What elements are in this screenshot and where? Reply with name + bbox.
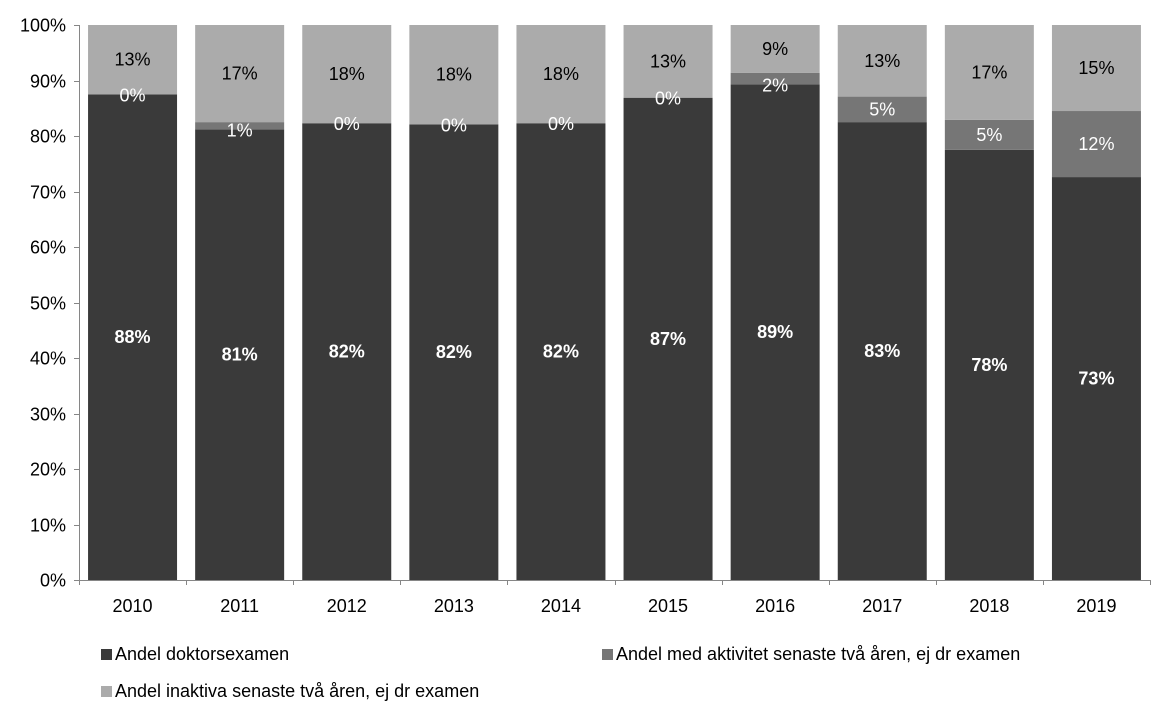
bar-segment-2010-s0: [88, 94, 178, 580]
bar-segment-2019-s1: [1051, 111, 1141, 178]
data-label-doktorsexamen-2012: 82%: [329, 342, 365, 362]
legend-swatch-inaktiva: [101, 686, 112, 697]
bar-segment-2015-s0: [623, 97, 713, 580]
legend-swatch-med-aktivitet: [602, 649, 613, 660]
data-label-inaktiva-2016: 9%: [762, 39, 788, 59]
data-label-doktorsexamen-2013: 82%: [436, 342, 472, 362]
bar-segment-2019-s2: [1051, 25, 1141, 112]
bar-segment-2013-s2: [409, 25, 499, 125]
bar-segment-2019-s0: [1051, 177, 1141, 580]
y-tick-label: 90%: [30, 72, 66, 92]
data-label-doktorsexamen-2010: 88%: [115, 327, 151, 347]
legend-item-inaktiva: Andel inaktiva senaste två åren, ej dr e…: [101, 681, 479, 702]
x-tick-label-2019: 2019: [1076, 596, 1116, 616]
bar-segment-2018-s1: [944, 119, 1034, 150]
bar-segment-2017-s2: [837, 25, 927, 97]
data-label-med-aktivitet-2013: 0%: [441, 115, 467, 135]
data-label-doktorsexamen-2018: 78%: [971, 355, 1007, 375]
bar-segment-2017-s1: [837, 96, 927, 123]
bar-segment-2016-s2: [730, 25, 820, 73]
x-tick-label-2013: 2013: [434, 596, 474, 616]
x-tick-label-2011: 2011: [220, 596, 259, 616]
bar-segment-2012-s0: [302, 123, 392, 581]
bar-segment-2010-s2: [88, 25, 178, 95]
data-label-inaktiva-2014: 18%: [543, 64, 579, 84]
legend-item-doktorsexamen: Andel doktorsexamen: [101, 644, 289, 665]
bar-segment-2018-s2: [944, 25, 1034, 120]
bar-segment-2011-s2: [195, 25, 285, 123]
y-tick-label: 30%: [30, 405, 66, 425]
data-label-med-aktivitet-2016: 2%: [762, 75, 788, 95]
x-tick-label-2015: 2015: [648, 596, 688, 616]
data-label-med-aktivitet-2017: 5%: [869, 99, 895, 119]
data-label-inaktiva-2013: 18%: [436, 65, 472, 85]
bar-segment-2011-s1: [195, 122, 285, 130]
bar-segment-2011-s0: [195, 129, 285, 580]
data-label-med-aktivitet-2019: 12%: [1078, 134, 1114, 154]
legend-item-med-aktivitet: Andel med aktivitet senaste två åren, ej…: [602, 644, 1020, 665]
y-axis: 0% 10% 20% 30% 40% 50% 60% 70% 80% 90% 100%: [20, 16, 80, 591]
x-tick-label-2017: 2017: [862, 596, 902, 616]
data-label-doktorsexamen-2014: 82%: [543, 342, 579, 362]
x-tick-label-2014: 2014: [541, 596, 581, 616]
bar-segment-2017-s0: [837, 122, 927, 580]
bar-segment-2012-s2: [302, 25, 392, 124]
y-tick-label: 40%: [30, 349, 66, 369]
y-tick-label: 80%: [30, 127, 66, 147]
data-label-med-aktivitet-2012: 0%: [334, 114, 360, 134]
bar-segment-2013-s0: [409, 124, 499, 580]
data-label-doktorsexamen-2019: 73%: [1078, 369, 1114, 389]
data-label-inaktiva-2017: 13%: [864, 51, 900, 71]
data-label-med-aktivitet-2010: 0%: [120, 85, 146, 105]
x-tick-label-2012: 2012: [327, 596, 367, 616]
y-tick-label: 50%: [30, 294, 66, 314]
data-label-med-aktivitet-2015: 0%: [655, 89, 681, 109]
data-label-inaktiva-2011: 17%: [222, 64, 258, 84]
y-tick-label: 20%: [30, 460, 66, 480]
legend-label-med-aktivitet: Andel med aktivitet senaste två åren, ej…: [616, 644, 1021, 664]
data-label-inaktiva-2012: 18%: [329, 64, 365, 84]
stacked-bar-chart: 0% 10% 20% 30% 40% 50% 60% 70% 80% 90% 100% 88% 0% 1…: [20, 16, 1151, 616]
x-tick-label-2018: 2018: [969, 596, 1009, 616]
legend-swatch-doktorsexamen: [101, 649, 112, 660]
data-label-doktorsexamen-2011: 81%: [222, 345, 258, 365]
data-label-inaktiva-2018: 17%: [971, 62, 1007, 82]
x-tick-label-2016: 2016: [755, 596, 795, 616]
legend-label-inaktiva: Andel inaktiva senaste två åren, ej dr e…: [115, 681, 480, 701]
data-label-inaktiva-2010: 13%: [115, 50, 151, 70]
x-tick-label-2010: 2010: [113, 596, 153, 616]
y-tick-label: 100%: [20, 16, 66, 36]
data-label-inaktiva-2015: 13%: [650, 51, 686, 71]
data-labels-group: 88% 0% 13% 81% 1% 17% 82% 0% 18% 82% 0% 18% 82% 0% 18%…: [115, 39, 1115, 389]
y-tick-label: 70%: [30, 183, 66, 203]
y-tick-label: 0%: [40, 571, 66, 591]
bars-group: [88, 25, 1141, 581]
data-label-med-aktivitet-2014: 0%: [548, 114, 574, 134]
data-label-med-aktivitet-2018: 5%: [976, 125, 1002, 145]
data-label-doktorsexamen-2015: 87%: [650, 329, 686, 349]
bar-segment-2018-s0: [944, 149, 1034, 580]
data-label-doktorsexamen-2017: 83%: [864, 341, 900, 361]
data-label-med-aktivitet-2011: 1%: [227, 120, 253, 140]
bar-segment-2014-s0: [516, 123, 606, 581]
y-tick-label: 60%: [30, 238, 66, 258]
bar-segment-2014-s2: [516, 25, 606, 124]
y-tick-label: 10%: [30, 516, 66, 536]
x-axis: 2010 2011 2012 2013 2014 2015 2016 2017 2018 2019: [79, 580, 1151, 616]
data-label-inaktiva-2019: 15%: [1078, 58, 1114, 78]
data-label-doktorsexamen-2016: 89%: [757, 322, 793, 342]
bar-segment-2016-s0: [730, 84, 820, 580]
bar-segment-2016-s1: [730, 72, 820, 85]
bar-segment-2015-s2: [623, 25, 713, 98]
legend-label-doktorsexamen: Andel doktorsexamen: [115, 644, 290, 664]
